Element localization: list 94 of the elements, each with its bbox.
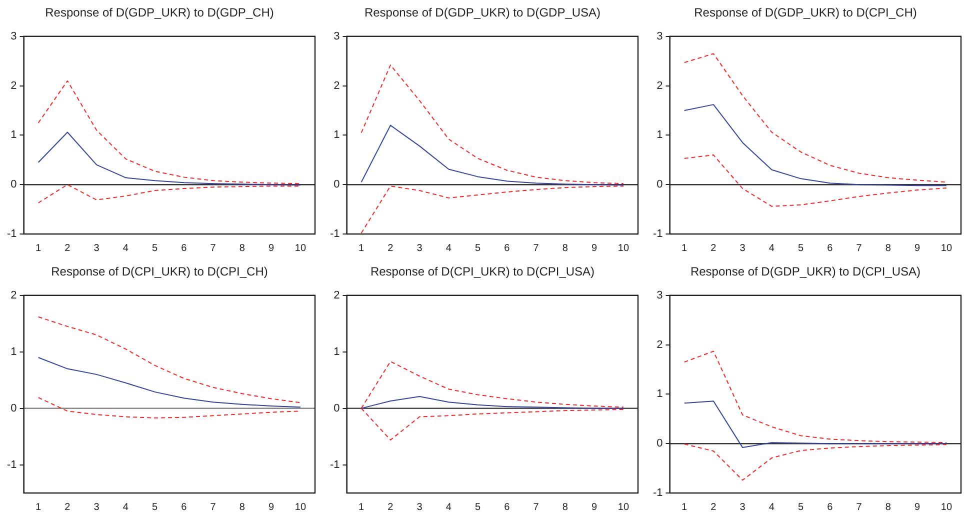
- x-tick-label: 8: [562, 242, 568, 254]
- x-tick-label: 3: [740, 502, 746, 513]
- x-tick-label: 3: [94, 502, 100, 513]
- y-tick-label: 0: [334, 178, 340, 191]
- y-tick-label: 2: [10, 289, 17, 302]
- y-tick-label: -1: [7, 228, 17, 240]
- x-tick-label: 4: [122, 242, 129, 254]
- x-tick-label: 5: [152, 502, 158, 513]
- x-tick-label: 7: [210, 242, 216, 254]
- x-tick-label: 4: [446, 502, 452, 513]
- y-tick-label: 1: [334, 346, 340, 358]
- x-tick-label: 2: [64, 242, 71, 254]
- x-tick-label: 4: [122, 502, 129, 513]
- y-tick-label: 0: [334, 402, 340, 414]
- x-tick-label: 4: [446, 242, 452, 254]
- x-tick-label: 2: [710, 502, 717, 513]
- x-tick-label: 10: [618, 242, 630, 254]
- x-tick-label: 6: [504, 242, 510, 254]
- y-tick-label: 3: [334, 30, 340, 42]
- y-tick-label: -1: [330, 458, 340, 471]
- x-tick-label: 9: [268, 242, 275, 254]
- x-tick-label: 1: [36, 242, 42, 254]
- chart-title: Response of D(CPI_UKR) to D(CPI_USA): [370, 264, 595, 279]
- x-tick-label: 10: [618, 502, 630, 513]
- y-tick-label: 0: [10, 402, 17, 414]
- y-tick-label: -1: [7, 458, 17, 471]
- x-tick-label: 1: [682, 242, 688, 254]
- x-tick-label: 2: [388, 502, 394, 513]
- x-tick-label: 9: [914, 502, 921, 513]
- x-tick-label: 9: [268, 502, 275, 513]
- y-tick-label: 3: [10, 30, 17, 42]
- y-tick-label: 1: [334, 129, 340, 142]
- y-tick-label: -1: [653, 487, 663, 500]
- y-tick-label: 1: [656, 388, 663, 400]
- x-tick-label: 7: [533, 242, 540, 254]
- x-tick-label: 6: [504, 502, 510, 513]
- x-tick-label: 9: [592, 502, 598, 513]
- y-tick-label: 2: [334, 289, 340, 302]
- x-tick-label: 8: [885, 502, 892, 513]
- x-tick-label: 5: [475, 502, 482, 513]
- x-tick-label: 6: [181, 242, 188, 254]
- x-tick-label: 10: [940, 242, 952, 254]
- chart-title: Response of D(GDP_UKR) to D(GDP_USA): [364, 6, 601, 20]
- x-tick-label: 6: [827, 502, 834, 513]
- x-tick-label: 10: [940, 502, 952, 513]
- x-tick-label: 7: [533, 502, 540, 513]
- x-tick-label: 2: [64, 502, 71, 513]
- x-tick-label: 4: [768, 502, 775, 513]
- x-tick-label: 2: [710, 242, 717, 254]
- x-tick-label: 8: [562, 502, 568, 513]
- y-tick-label: 0: [656, 178, 663, 191]
- x-tick-label: 6: [827, 242, 834, 254]
- y-tick-label: 1: [656, 129, 663, 142]
- y-tick-label: 0: [656, 438, 663, 450]
- x-tick-label: 1: [682, 502, 688, 513]
- y-tick-label: 2: [656, 338, 663, 351]
- x-tick-label: 3: [740, 242, 746, 254]
- y-tick-label: 2: [334, 80, 340, 92]
- x-tick-label: 8: [239, 242, 246, 254]
- x-tick-label: 1: [358, 502, 365, 513]
- y-tick-label: 0: [10, 178, 17, 191]
- y-tick-label: 1: [10, 346, 17, 358]
- x-tick-label: 5: [152, 242, 158, 254]
- y-tick-label: 3: [656, 289, 663, 302]
- y-tick-label: 3: [656, 30, 663, 42]
- x-tick-label: 9: [592, 242, 598, 254]
- chart-title: Response of D(GDP_UKR) to D(CPI_USA): [690, 264, 921, 279]
- chart-title: Response of D(GDP_UKR) to D(CPI_CH): [694, 6, 917, 20]
- y-tick-label: -1: [330, 228, 340, 240]
- x-tick-label: 5: [798, 502, 804, 513]
- x-tick-label: 7: [856, 242, 862, 254]
- chart-title: Response of D(GDP_UKR) to D(GDP_CH): [45, 6, 274, 20]
- x-tick-label: 10: [294, 502, 306, 513]
- x-tick-label: 3: [94, 242, 100, 254]
- x-tick-label: 7: [210, 502, 216, 513]
- x-tick-label: 3: [416, 242, 423, 254]
- x-tick-label: 8: [239, 502, 246, 513]
- x-tick-label: 1: [358, 242, 365, 254]
- x-tick-label: 5: [475, 242, 482, 254]
- x-tick-label: 10: [294, 242, 306, 254]
- x-tick-label: 4: [768, 242, 775, 254]
- x-tick-label: 3: [416, 502, 423, 513]
- x-tick-label: 9: [914, 242, 921, 254]
- x-tick-label: 5: [798, 242, 804, 254]
- y-tick-label: 1: [10, 129, 17, 142]
- chart-title: Response of D(CPI_UKR) to D(CPI_CH): [51, 264, 268, 279]
- y-tick-label: 2: [656, 80, 663, 92]
- y-tick-label: 2: [10, 80, 17, 92]
- x-tick-label: 6: [181, 502, 188, 513]
- x-tick-label: 1: [36, 502, 42, 513]
- x-tick-label: 8: [885, 242, 892, 254]
- y-tick-label: -1: [653, 228, 663, 240]
- x-tick-label: 2: [388, 242, 394, 254]
- x-tick-label: 7: [856, 502, 862, 513]
